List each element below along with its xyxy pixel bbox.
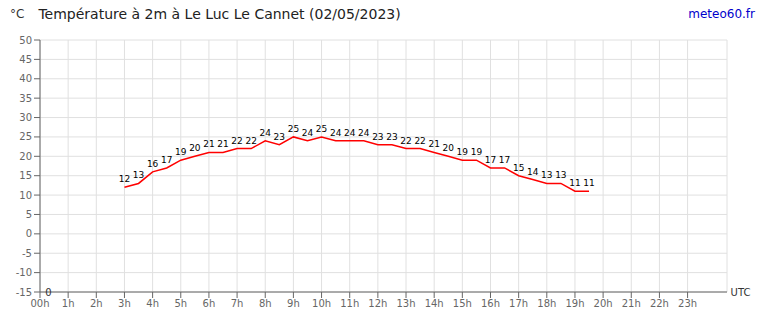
svg-text:5: 5 xyxy=(26,209,32,220)
svg-text:10: 10 xyxy=(19,190,32,201)
svg-text:24: 24 xyxy=(330,128,342,138)
svg-text:16h: 16h xyxy=(481,298,500,309)
svg-text:6h: 6h xyxy=(203,298,216,309)
svg-text:24: 24 xyxy=(358,128,370,138)
html-text:°C: °C xyxy=(10,7,25,21)
svg-text:21: 21 xyxy=(428,139,439,149)
svg-text:19h: 19h xyxy=(565,298,584,309)
svg-text:13h: 13h xyxy=(396,298,415,309)
svg-text:17h: 17h xyxy=(509,298,528,309)
svg-text:20: 20 xyxy=(443,143,455,153)
svg-text:23: 23 xyxy=(386,132,397,142)
svg-text:12h: 12h xyxy=(368,298,387,309)
svg-text:11: 11 xyxy=(583,178,594,188)
svg-text:35: 35 xyxy=(19,93,32,104)
html-text:Température à 2m à Le Luc Le C: Température à 2m à Le Luc Le Cannet (02/… xyxy=(38,6,401,22)
svg-text:15: 15 xyxy=(19,170,32,181)
svg-text:40: 40 xyxy=(19,73,32,84)
svg-text:19: 19 xyxy=(457,147,469,157)
svg-text:4h: 4h xyxy=(146,298,159,309)
svg-text:13: 13 xyxy=(555,170,566,180)
svg-text:23h: 23h xyxy=(678,298,697,309)
svg-text:30: 30 xyxy=(19,112,32,123)
svg-text:10h: 10h xyxy=(312,298,331,309)
svg-text:20: 20 xyxy=(19,151,32,162)
svg-text:24: 24 xyxy=(302,128,314,138)
svg-text:25: 25 xyxy=(288,124,299,134)
svg-text:45: 45 xyxy=(19,54,32,65)
svg-text:-15: -15 xyxy=(16,287,32,298)
svg-text:11h: 11h xyxy=(340,298,359,309)
svg-text:7h: 7h xyxy=(231,298,244,309)
svg-text:22: 22 xyxy=(400,136,411,146)
svg-text:22: 22 xyxy=(245,136,256,146)
svg-text:2h: 2h xyxy=(90,298,103,309)
svg-text:13: 13 xyxy=(133,170,144,180)
svg-text:25: 25 xyxy=(316,124,327,134)
svg-text:21: 21 xyxy=(217,139,228,149)
svg-text:-10: -10 xyxy=(16,267,32,278)
svg-text:21h: 21h xyxy=(622,298,641,309)
html-text:meteo60.fr: meteo60.fr xyxy=(688,7,755,21)
svg-text:19: 19 xyxy=(471,147,483,157)
svg-text:17: 17 xyxy=(485,155,496,165)
svg-text:13: 13 xyxy=(541,170,552,180)
svg-text:22h: 22h xyxy=(650,298,669,309)
svg-text:23: 23 xyxy=(274,132,285,142)
svg-text:11: 11 xyxy=(569,178,580,188)
svg-text:22: 22 xyxy=(414,136,425,146)
svg-text:19: 19 xyxy=(175,147,187,157)
svg-text:16: 16 xyxy=(147,159,159,169)
svg-text:-5: -5 xyxy=(22,248,32,259)
svg-text:UTC: UTC xyxy=(731,287,751,298)
svg-text:50: 50 xyxy=(19,35,32,46)
svg-text:14: 14 xyxy=(527,167,539,177)
svg-text:15: 15 xyxy=(513,163,524,173)
svg-text:22: 22 xyxy=(231,136,242,146)
svg-text:20h: 20h xyxy=(594,298,613,309)
svg-text:0: 0 xyxy=(45,287,51,298)
svg-text:17: 17 xyxy=(161,155,172,165)
svg-text:24: 24 xyxy=(260,128,272,138)
svg-text:3h: 3h xyxy=(118,298,131,309)
svg-text:20: 20 xyxy=(189,143,201,153)
svg-text:8h: 8h xyxy=(259,298,272,309)
svg-text:24: 24 xyxy=(344,128,356,138)
svg-text:21: 21 xyxy=(203,139,214,149)
svg-text:5h: 5h xyxy=(174,298,187,309)
svg-text:14h: 14h xyxy=(425,298,444,309)
svg-text:0: 0 xyxy=(26,228,32,239)
svg-text:17: 17 xyxy=(499,155,510,165)
svg-text:1h: 1h xyxy=(62,298,75,309)
svg-text:9h: 9h xyxy=(287,298,300,309)
svg-text:12: 12 xyxy=(119,174,130,184)
svg-text:23: 23 xyxy=(372,132,383,142)
svg-text:00h: 00h xyxy=(30,298,49,309)
svg-text:25: 25 xyxy=(19,131,32,142)
svg-text:15h: 15h xyxy=(453,298,472,309)
svg-text:18h: 18h xyxy=(537,298,556,309)
